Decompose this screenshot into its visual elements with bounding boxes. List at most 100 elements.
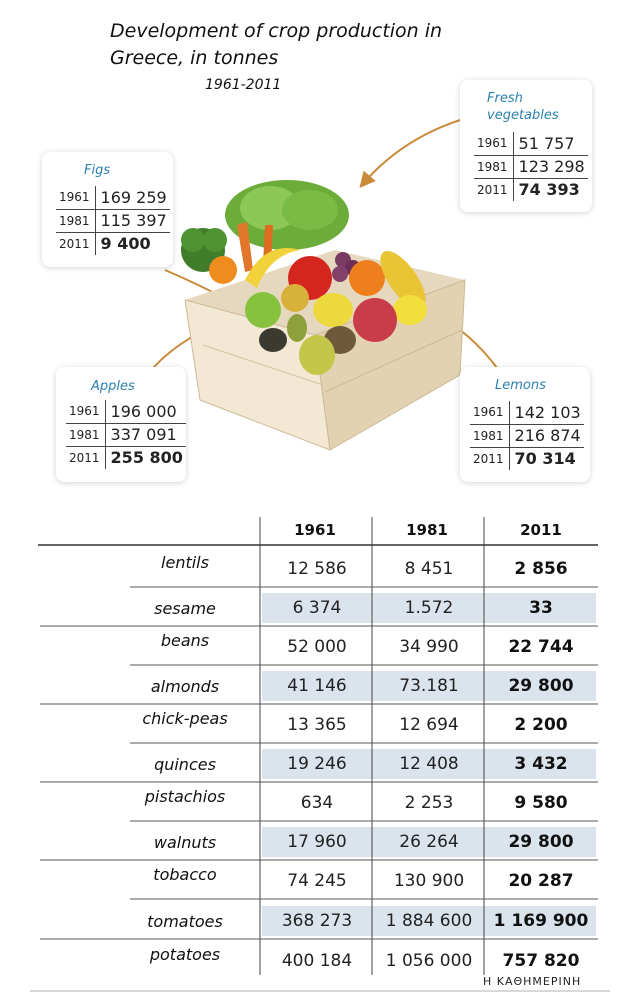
value-2011: 20 287	[508, 871, 574, 891]
crop-name: chick-peas	[142, 709, 228, 728]
card-lemons-table: 1961 142 103 1981 216 874 2011 70 314	[470, 401, 584, 470]
value-1961: 400 184	[281, 951, 353, 971]
card-apples-year-2011: 2011	[66, 445, 106, 469]
card-lemons-value-1961: 142 103	[514, 402, 581, 422]
row-shading	[262, 671, 596, 701]
card-apples-value-1961: 196 000	[110, 401, 177, 421]
footer-divider	[30, 990, 610, 992]
table-row: tomatoes 368 273 1 884 600 1 169 900	[0, 902, 640, 940]
card-figs-value-1961: 169 259	[100, 187, 167, 207]
card-lemons-value-1981: 216 874	[509, 423, 584, 447]
value-1981: 73.181	[399, 676, 459, 696]
value-1981: 12 694	[399, 715, 459, 735]
crop-name: sesame	[154, 599, 216, 618]
card-apples-year-1961: 1961	[66, 400, 106, 423]
value-1981: 1.572	[404, 598, 454, 618]
table-row: walnuts 17 960 26 264 29 800	[0, 823, 640, 861]
table-row: sesame 6 374 1.572 33	[0, 589, 640, 627]
column-header-1981: 1981	[406, 521, 448, 539]
card-lemons-label: Lemons	[495, 378, 546, 393]
table-row: almonds 41 146 73.181 29 800	[0, 667, 640, 705]
publisher-credit: Η ΚΑΘΗΜΕΡΙΝΗ	[483, 975, 582, 988]
row-shading	[262, 749, 596, 779]
card-figs-value-2011: 9 400	[95, 231, 170, 255]
card-figs-label: Figs	[84, 163, 111, 178]
card-lemons-value-2011: 70 314	[509, 446, 584, 470]
card-vegetables-year-1981: 1981	[474, 154, 514, 178]
card-figs-year-1981: 1981	[56, 208, 96, 232]
value-1961: 368 273	[281, 911, 353, 931]
crop-name: almonds	[150, 677, 220, 696]
card-figs-year-1961: 1961	[56, 186, 96, 209]
value-2011: 757 820	[502, 951, 580, 971]
card-apples-year-1981: 1981	[66, 422, 106, 446]
card-vegetables-year-1961: 1961	[474, 132, 514, 155]
value-2011: 22 744	[508, 637, 574, 657]
card-vegetables-value-2011: 74 393	[513, 177, 588, 201]
card-apples-label: Apples	[91, 379, 135, 394]
card-figs: Figs 1961 169 259 1981 115 397 2011 9 400	[42, 152, 173, 267]
crop-name: lentils	[161, 553, 209, 572]
table-row: quinces 19 246 12 408 3 432	[0, 745, 640, 783]
value-1961: 13 365	[287, 715, 347, 735]
value-1961: 12 586	[287, 559, 347, 579]
value-1961: 52 000	[287, 637, 347, 657]
value-1981: 130 900	[393, 871, 465, 891]
value-2011: 2 856	[514, 559, 568, 579]
produce-basket-illustration	[181, 180, 466, 451]
value-1961: 17 960	[287, 832, 347, 852]
card-apples-value-1981: 337 091	[105, 422, 186, 446]
card-figs-value-1981: 115 397	[95, 208, 170, 232]
card-apples: Apples 1961 196 000 1981 337 091 2011 255 8…	[56, 367, 186, 482]
value-2011: 2 200	[514, 715, 568, 735]
value-2011: 29 800	[508, 832, 574, 852]
card-vegetables-value-1981: 123 298	[513, 154, 588, 178]
value-1981: 1 056 000	[385, 951, 473, 971]
card-fresh-vegetables-table: 1961 51 757 1981 123 298 2011 74 393	[474, 132, 588, 201]
value-2011: 33	[529, 598, 553, 618]
page-subtitle: 1961-2011	[205, 77, 282, 93]
crop-name: quinces	[154, 755, 216, 774]
value-1981: 26 264	[399, 832, 459, 852]
value-2011: 29 800	[508, 676, 574, 696]
value-1981: 2 253	[404, 793, 454, 813]
crop-name: potatoes	[149, 945, 221, 964]
table-row: potatoes 400 184 1 056 000 757 820	[0, 942, 640, 980]
table-row: chick-peas 13 365 12 694 2 200	[0, 706, 640, 744]
card-lemons-year-1961: 1961	[470, 401, 510, 424]
value-1961: 634	[300, 793, 334, 813]
value-1981: 1 884 600	[385, 911, 473, 931]
card-fresh-vegetables: Fresh vegetables 1961 51 757 1981 123 298 …	[460, 80, 592, 212]
card-figs-year-2011: 2011	[56, 231, 96, 255]
value-2011: 1 169 900	[493, 911, 589, 931]
value-2011: 3 432	[514, 754, 568, 774]
table-row: beans 52 000 34 990 22 744	[0, 628, 640, 666]
row-shading	[262, 593, 596, 623]
card-figs-table: 1961 169 259 1981 115 397 2011 9 400	[56, 186, 170, 255]
crop-name: beans	[160, 631, 210, 650]
value-1961: 6 374	[292, 598, 342, 618]
card-fresh-vegetables-label: Fresh vegetables	[487, 91, 559, 123]
page-title: Development of crop production in Greece…	[110, 20, 443, 69]
crop-name: tomatoes	[147, 912, 223, 931]
value-2011: 9 580	[514, 793, 568, 813]
table-row: tobacco 74 245 130 900 20 287	[0, 862, 640, 900]
crop-name: tobacco	[153, 865, 217, 884]
column-header-2011: 2011	[520, 521, 562, 539]
column-header-1961: 1961	[294, 521, 336, 539]
card-apples-value-2011: 255 800	[105, 445, 186, 469]
crop-name: walnuts	[153, 833, 217, 852]
crop-name: pistachios	[144, 787, 226, 806]
value-1961: 41 146	[287, 676, 347, 696]
value-1961: 74 245	[287, 871, 347, 891]
value-1981: 34 990	[399, 637, 459, 657]
card-lemons-year-1981: 1981	[470, 423, 510, 447]
row-shading	[262, 827, 596, 857]
card-vegetables-value-1961: 51 757	[518, 133, 575, 153]
row-shading	[262, 906, 596, 936]
table-row: pistachios 634 2 253 9 580	[0, 784, 640, 822]
card-lemons: Lemons 1961 142 103 1981 216 874 2011 70 31…	[460, 367, 590, 482]
value-1961: 19 246	[287, 754, 347, 774]
value-1981: 8 451	[404, 559, 454, 579]
value-1981: 12 408	[399, 754, 459, 774]
